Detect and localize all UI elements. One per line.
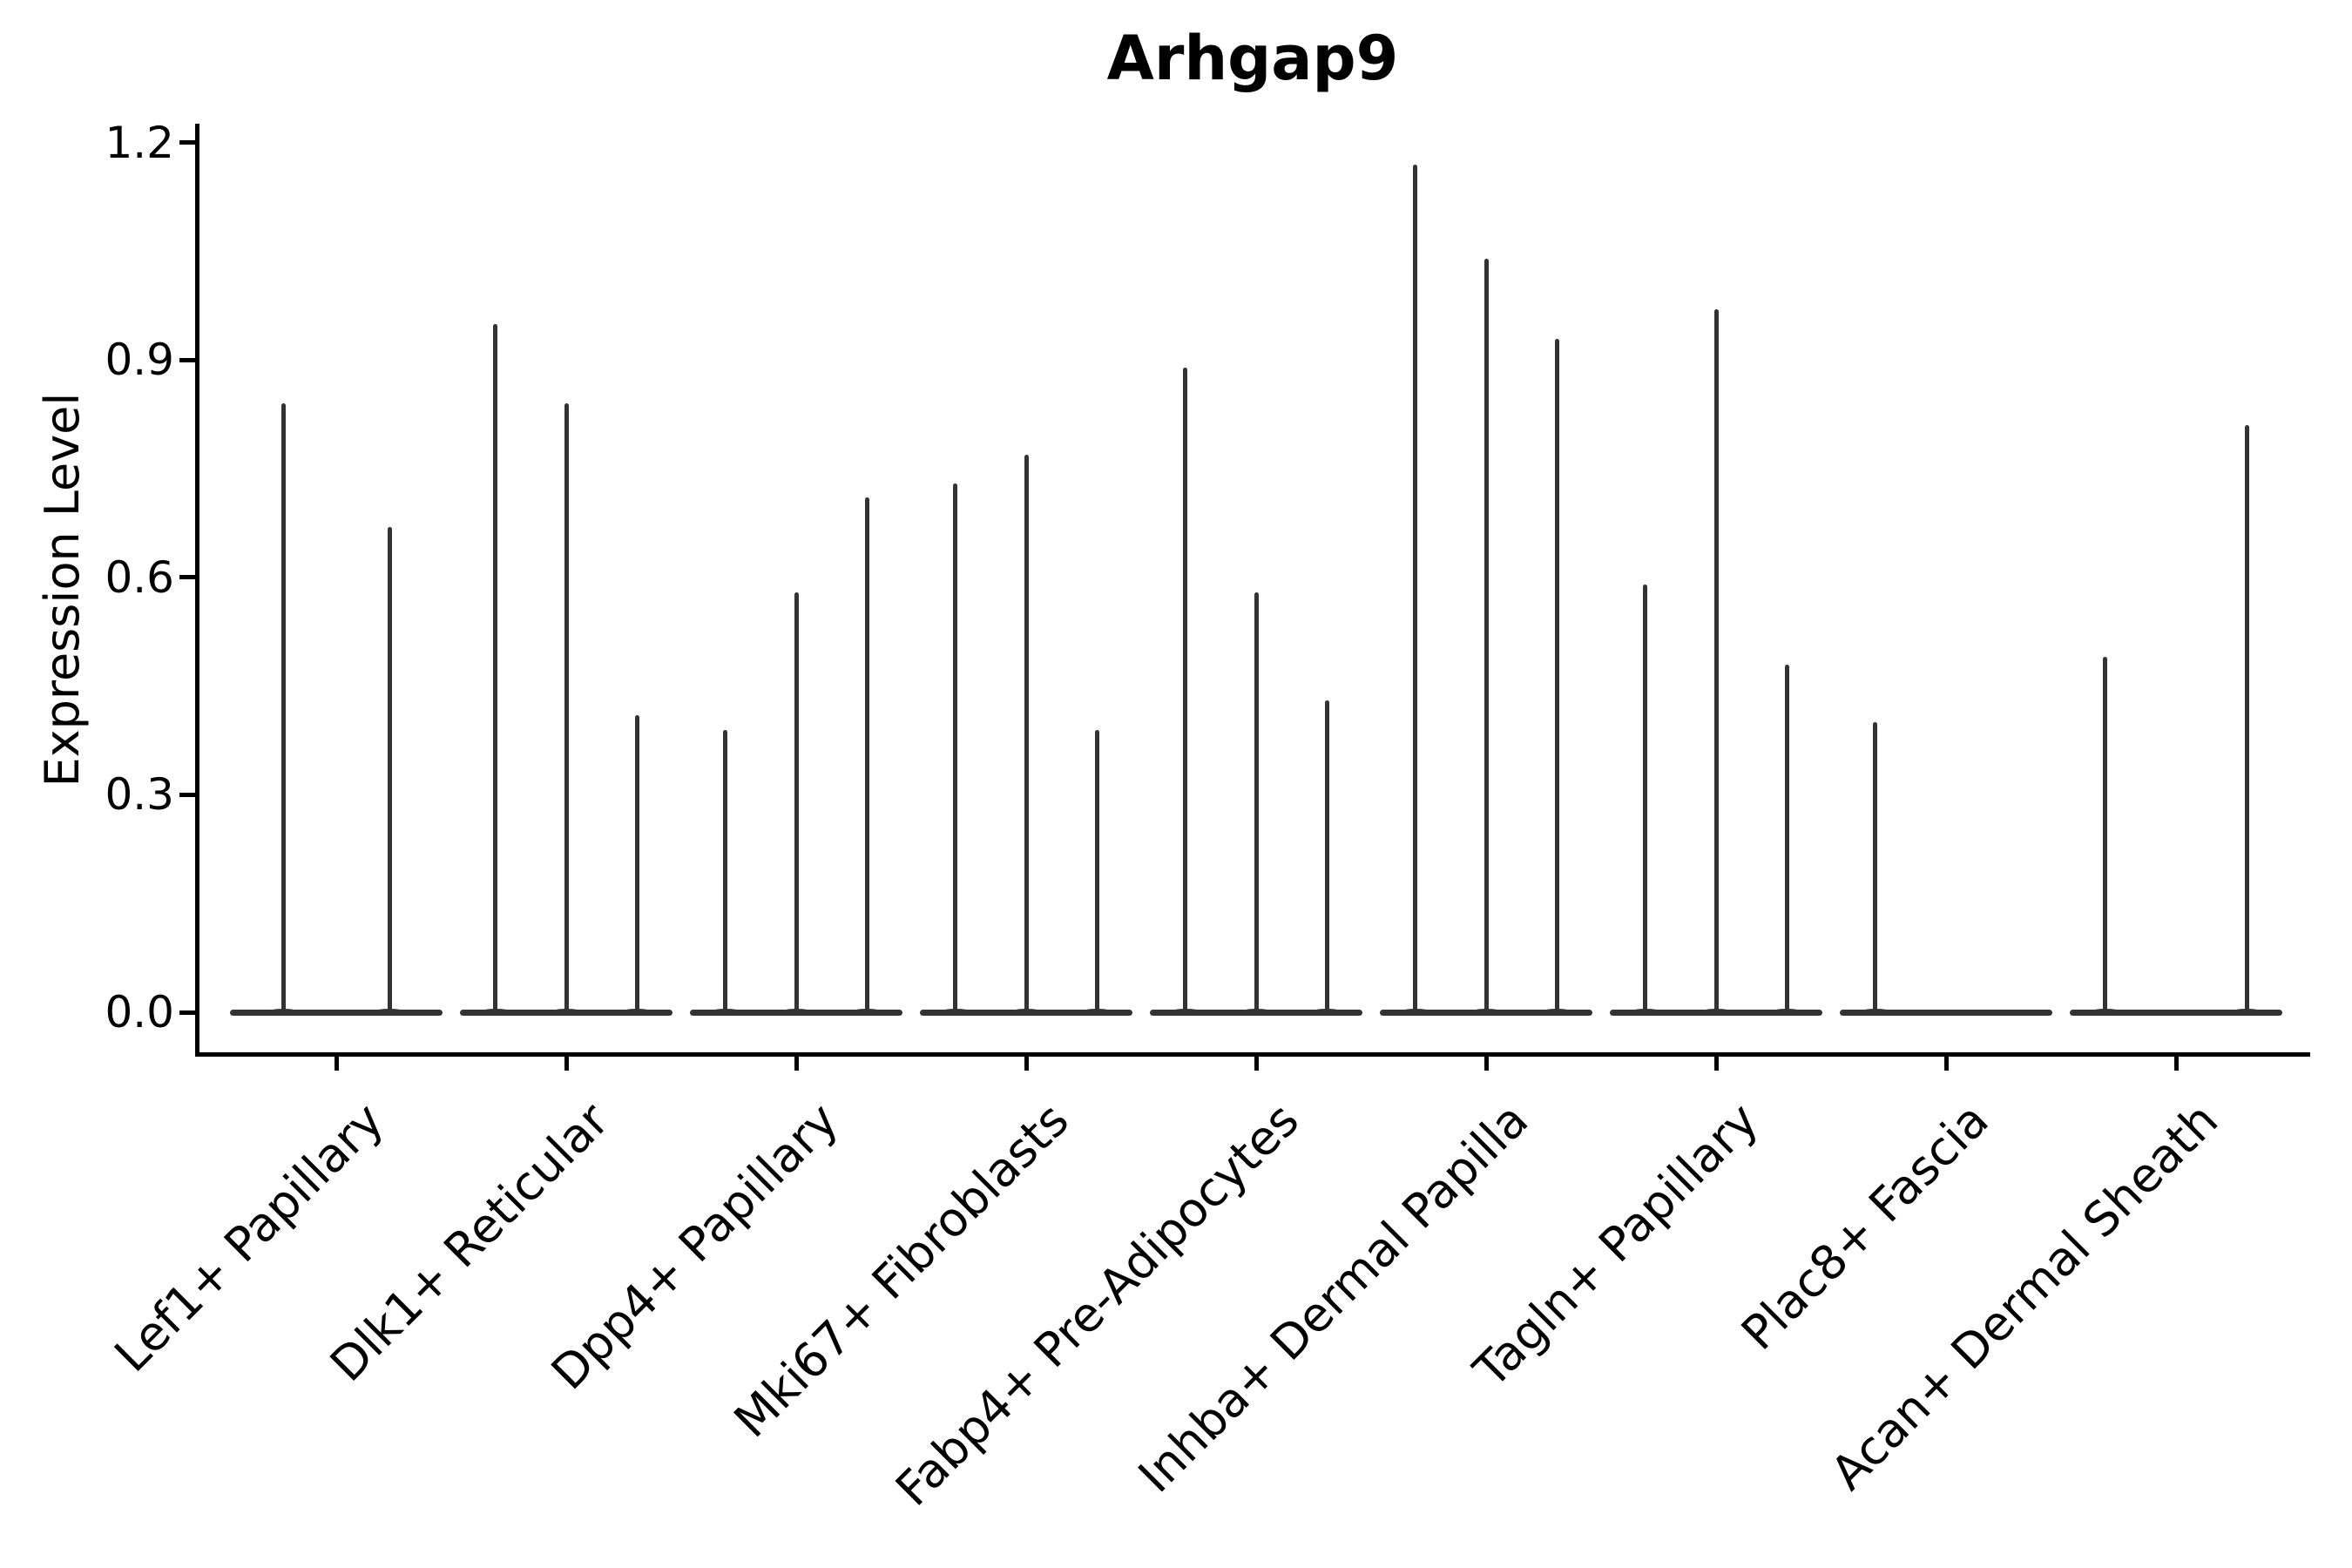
x-tick-mark	[1254, 1057, 1259, 1071]
violin-spike	[634, 715, 639, 1015]
x-tick-mark	[794, 1057, 799, 1071]
violin-spike	[1713, 309, 1719, 1015]
x-category-label: Lef1+ Papillary	[104, 1092, 395, 1382]
violin-spike	[564, 403, 569, 1015]
violin-spike	[493, 323, 498, 1015]
violin-spike	[1183, 367, 1188, 1015]
y-tick-mark	[179, 1010, 195, 1015]
x-category-label-anchor: Plac8+ Fascia	[0, 1092, 1999, 1361]
x-category-label: Dpp4+ Papillary	[541, 1092, 849, 1401]
y-tick-mark	[179, 575, 195, 580]
violin-spike	[864, 497, 869, 1015]
x-tick-mark	[1943, 1057, 1949, 1071]
chart-title: Arhgap9	[1106, 23, 1399, 94]
x-tick-mark	[1024, 1057, 1029, 1071]
x-tick-mark	[334, 1057, 339, 1071]
violin-spike	[1643, 585, 1648, 1015]
y-tick-mark	[179, 140, 195, 145]
violin-spike	[794, 591, 799, 1015]
y-axis-spine	[195, 124, 199, 1057]
y-tick-label: 1.2	[105, 117, 174, 168]
x-category-label: Dlk1+ Reticular	[319, 1092, 619, 1392]
y-tick-mark	[179, 792, 195, 797]
x-tick-mark	[1484, 1057, 1489, 1071]
x-category-label-anchor: Inhba+ Dermal Papilla	[0, 1092, 1538, 1503]
violin-spike	[1484, 259, 1489, 1015]
violin-spike	[1784, 664, 1789, 1015]
y-tick-label: 0.6	[105, 551, 174, 603]
x-tick-mark	[2173, 1057, 2179, 1071]
x-category-label-anchor: Tagln+ Papillary	[0, 1092, 1769, 1398]
violin-spike	[1413, 164, 1418, 1015]
violin-baseline	[1840, 1010, 2052, 1016]
x-tick-mark	[564, 1057, 569, 1071]
violin-spike	[1324, 700, 1329, 1015]
violin-baseline	[230, 1010, 443, 1016]
x-category-label-anchor: Mki67+ Fibroblasts	[0, 1092, 1078, 1448]
y-tick-label: 0.0	[105, 987, 174, 1037]
violin-spike	[953, 483, 958, 1015]
violin-spike	[1554, 338, 1559, 1015]
violin-spike	[1254, 591, 1259, 1015]
x-category-label: Fabp4+ Pre-Adipocytes	[884, 1092, 1309, 1517]
x-axis-spine	[195, 1052, 2310, 1057]
violin-spike	[2103, 657, 2108, 1015]
x-category-label-anchor: Dlk1+ Reticular	[0, 1092, 619, 1392]
x-tick-mark	[1713, 1057, 1719, 1071]
y-tick-label: 0.9	[105, 335, 174, 386]
x-category-label-anchor: Fabp4+ Pre-Adipocytes	[0, 1092, 1309, 1517]
x-category-label-anchor: Acan+ Dermal Sheath	[0, 1092, 2228, 1500]
violin-spike	[723, 729, 728, 1015]
violin-spike	[1873, 722, 1878, 1015]
x-category-label-anchor: Dpp4+ Papillary	[0, 1092, 848, 1400]
violin-spike	[280, 403, 286, 1015]
x-category-label: Acan+ Dermal Sheath	[1821, 1092, 2229, 1501]
x-category-label: Mki67+ Fibroblasts	[723, 1092, 1079, 1449]
violin-baseline	[2070, 1010, 2282, 1016]
violin-spike	[387, 526, 392, 1015]
violin-spike	[1024, 454, 1029, 1015]
y-tick-label: 0.3	[105, 769, 174, 821]
x-category-label: Plac8+ Fascia	[1730, 1092, 1999, 1361]
x-category-label: Inhba+ Dermal Papilla	[1128, 1092, 1539, 1504]
x-category-label: Tagln+ Papillary	[1463, 1092, 1769, 1398]
y-tick-mark	[179, 357, 195, 362]
violin-spike	[2244, 425, 2249, 1015]
violin-spike	[1094, 729, 1099, 1015]
